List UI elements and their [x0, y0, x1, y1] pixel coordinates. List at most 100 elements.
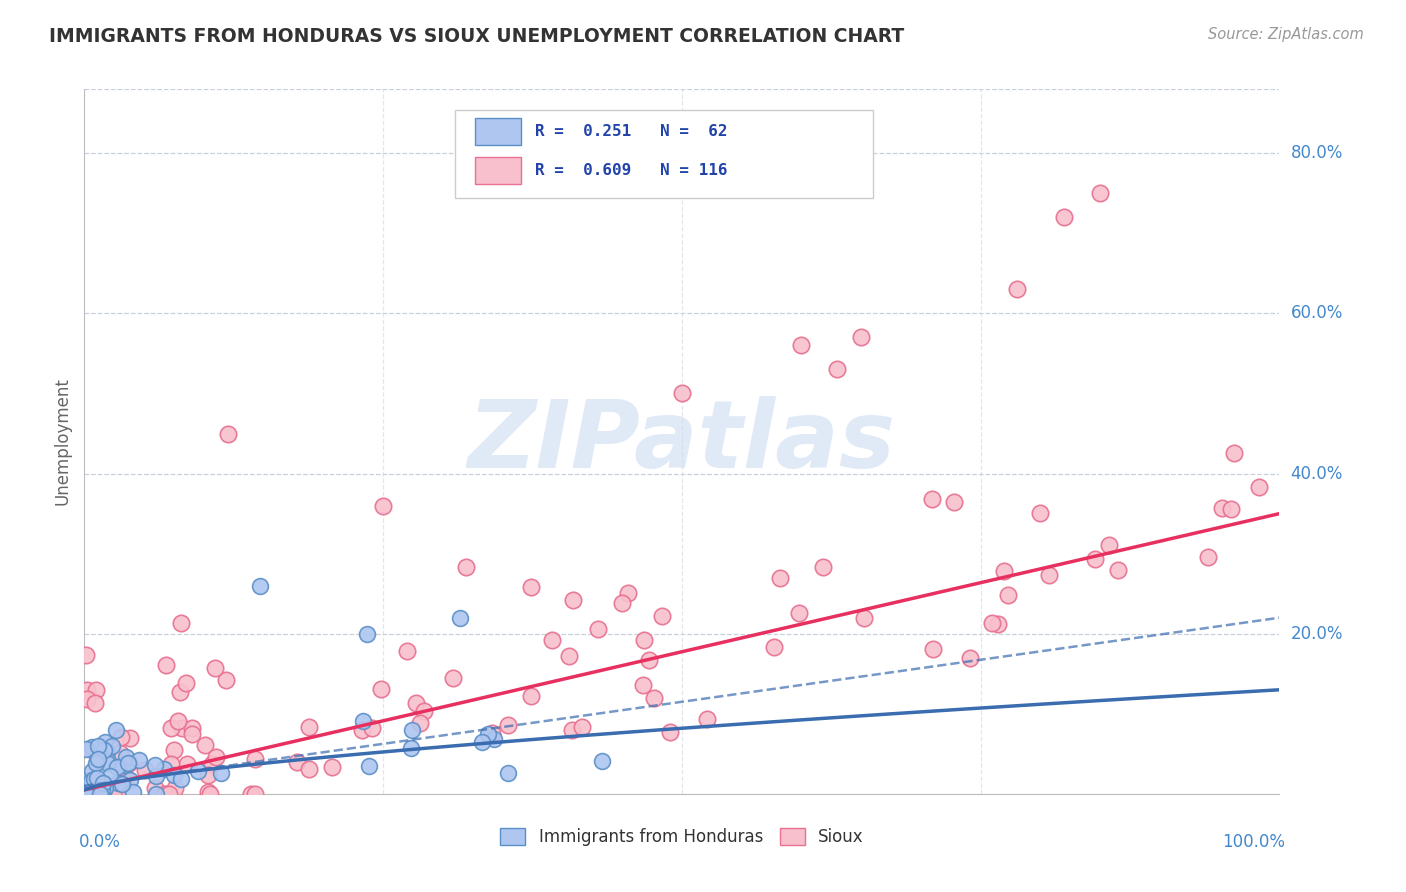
Legend: Immigrants from Honduras, Sioux: Immigrants from Honduras, Sioux [494, 821, 870, 853]
Point [122, 785, 145, 799]
Point [197, 768, 219, 782]
Point [162, 742, 184, 756]
Point [90, 777, 112, 791]
Point [243, 787, 266, 801]
Point [790, 338, 813, 352]
Point [540, 632, 562, 647]
Point [482, 731, 505, 746]
Point [94, 735, 117, 749]
Point [80, 740, 103, 755]
Text: ZIPatlas: ZIPatlas [468, 395, 896, 488]
Point [84, 696, 107, 710]
Point [153, 787, 176, 801]
Text: 40.0%: 40.0% [1291, 465, 1343, 483]
Point [205, 749, 228, 764]
Point [194, 738, 217, 752]
Point [187, 764, 209, 778]
Text: 0.0%: 0.0% [79, 832, 121, 851]
Point [160, 756, 183, 771]
Point [93, 743, 115, 757]
Point [128, 753, 150, 767]
Text: 80.0%: 80.0% [1291, 145, 1343, 162]
Point [631, 678, 654, 692]
Point [83, 776, 105, 790]
Point [1211, 501, 1233, 516]
Point [101, 739, 124, 753]
Point [922, 641, 945, 656]
Point [77, 787, 100, 801]
Point [94, 787, 117, 801]
Point [111, 757, 134, 772]
Text: 60.0%: 60.0% [1291, 304, 1343, 322]
Point [105, 760, 128, 774]
Point [93, 780, 115, 795]
Point [239, 787, 262, 801]
Point [586, 623, 609, 637]
Point [91, 776, 114, 790]
Text: 100.0%: 100.0% [1222, 832, 1285, 851]
Point [787, 607, 810, 621]
Point [174, 675, 197, 690]
Point [638, 653, 661, 667]
Point [160, 722, 183, 736]
Text: Source: ZipAtlas.com: Source: ZipAtlas.com [1208, 27, 1364, 42]
Point [658, 724, 681, 739]
Point [110, 730, 132, 744]
Point [496, 765, 519, 780]
Point [1005, 282, 1028, 296]
Point [157, 787, 180, 801]
Point [87, 739, 110, 753]
Point [921, 491, 943, 506]
Point [477, 727, 499, 741]
Point [562, 593, 585, 607]
Point [163, 781, 186, 796]
Point [134, 763, 156, 777]
Point [1098, 538, 1121, 552]
Point [82, 764, 104, 778]
Point [201, 756, 224, 771]
Point [357, 759, 380, 773]
Point [671, 386, 693, 401]
Point [169, 685, 191, 699]
Point [80, 774, 103, 789]
Point [94, 776, 117, 790]
Point [959, 651, 981, 665]
Point [943, 494, 966, 508]
Text: R =  0.251   N =  62: R = 0.251 N = 62 [534, 124, 727, 139]
Point [83, 772, 105, 786]
Point [1219, 501, 1241, 516]
Point [143, 780, 166, 795]
Point [993, 564, 1015, 578]
Point [350, 723, 373, 738]
Point [853, 611, 876, 625]
Point [96, 745, 118, 759]
Point [633, 633, 655, 648]
Point [763, 640, 786, 655]
Point [98, 769, 121, 783]
Point [96, 756, 118, 770]
Point [166, 714, 188, 728]
Point [1222, 446, 1244, 460]
Point [118, 756, 141, 770]
Point [197, 785, 219, 799]
Point [997, 588, 1019, 602]
Point [399, 741, 422, 756]
Point [769, 571, 792, 585]
Point [83, 787, 105, 801]
FancyBboxPatch shape [456, 111, 873, 198]
Point [561, 723, 583, 737]
Point [76, 683, 98, 698]
Point [356, 626, 378, 640]
Point [145, 769, 167, 783]
Point [176, 756, 198, 771]
Point [1197, 550, 1219, 565]
Point [1053, 211, 1076, 225]
Point [1107, 563, 1129, 577]
Point [111, 777, 134, 791]
Text: 20.0%: 20.0% [1291, 624, 1343, 643]
Point [101, 779, 124, 793]
Point [180, 727, 202, 741]
Point [87, 787, 110, 801]
Point [155, 658, 177, 673]
Point [396, 643, 419, 657]
